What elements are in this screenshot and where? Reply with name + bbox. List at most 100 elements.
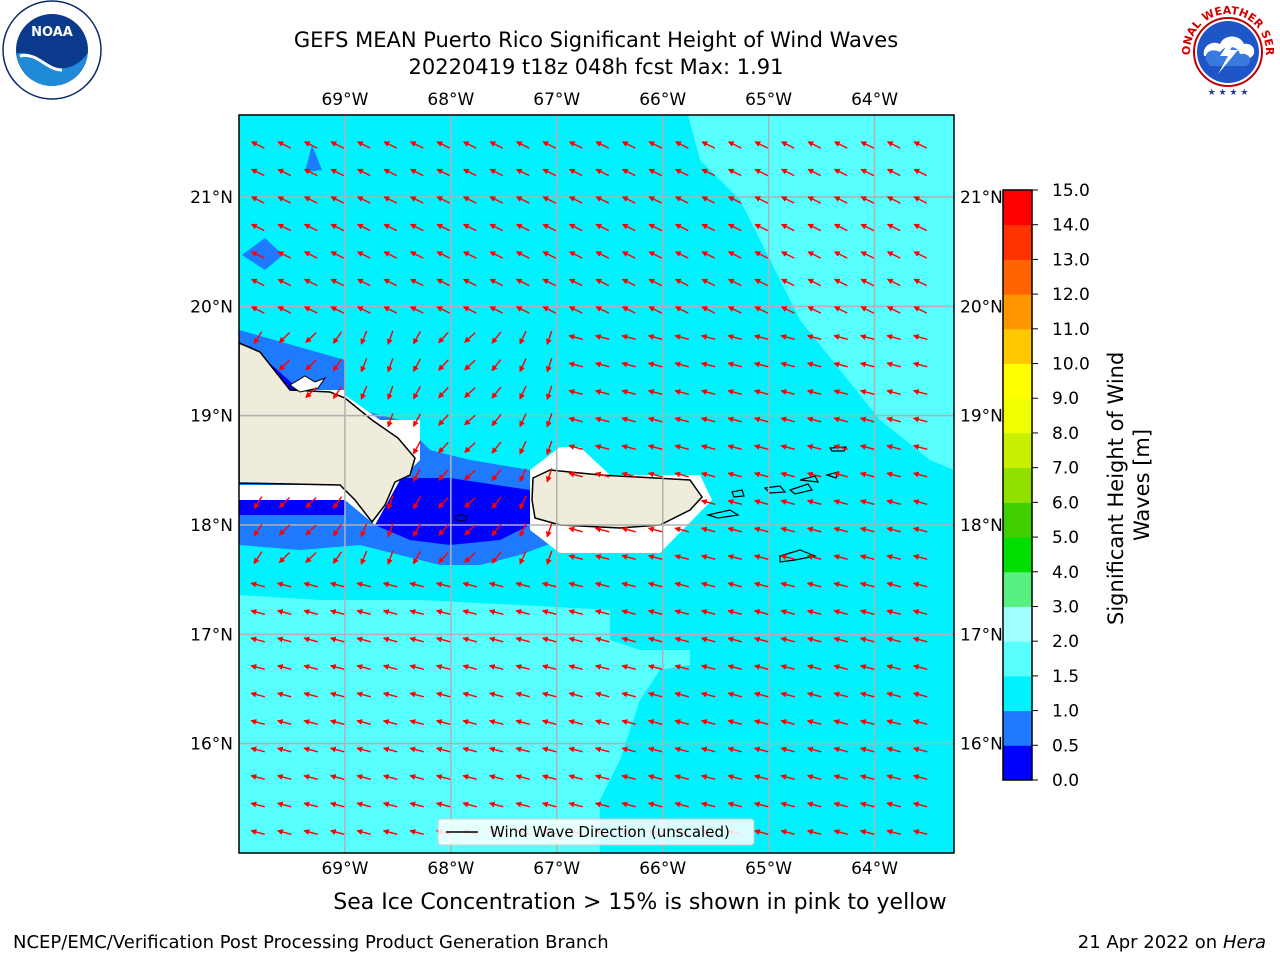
- wave-vector: [462, 223, 477, 232]
- wave-vector: [464, 414, 476, 426]
- wave-vector: [912, 471, 928, 478]
- wave-vector: [594, 719, 610, 725]
- wave-vector: [515, 719, 530, 725]
- colorbar-tick-label: 2.0: [1052, 632, 1079, 652]
- wave-vector: [409, 251, 424, 259]
- wave-vector: [621, 774, 636, 780]
- wave-vector: [568, 168, 583, 177]
- wave-vector: [753, 581, 769, 588]
- colorbar-tick-label: 13.0: [1052, 250, 1090, 270]
- wave-vector: [833, 471, 848, 478]
- wave-vector: [568, 664, 583, 670]
- colorbar-segment: [1003, 363, 1032, 399]
- wave-vector: [488, 636, 504, 643]
- wave-vector: [727, 746, 742, 753]
- wave-vector: [886, 196, 901, 204]
- wave-vector: [387, 413, 394, 428]
- wave-vector: [542, 196, 557, 204]
- wave-vector: [860, 196, 875, 204]
- wave-vector: [519, 413, 527, 428]
- wave-vector: [780, 691, 795, 698]
- wave-vector: [753, 444, 769, 450]
- wave-vector: [648, 223, 663, 232]
- wave-vector: [356, 278, 371, 287]
- wave-vector: [519, 495, 527, 510]
- lon-label: 65°W: [745, 90, 792, 110]
- wave-vector: [515, 168, 530, 177]
- colorbar-segment: [1003, 432, 1032, 469]
- wave-vector: [412, 523, 422, 537]
- wave-vector: [780, 251, 795, 259]
- wave-vector: [356, 691, 371, 698]
- wave-vector: [833, 499, 848, 505]
- wave-vector: [568, 334, 583, 340]
- wave-vector: [278, 332, 290, 344]
- wave-vector: [621, 444, 636, 450]
- wave-vector: [515, 196, 530, 204]
- wave-vector: [409, 141, 424, 149]
- nws-logo: NATIONAL WEATHER SERVICE ★ ★ ★ ★: [1176, 0, 1276, 100]
- wave-vector: [886, 278, 901, 287]
- wave-vector: [546, 385, 553, 401]
- wave-vector: [409, 168, 424, 177]
- wave-vector: [409, 306, 424, 314]
- wave-vector: [621, 526, 636, 533]
- wave-vector: [780, 829, 795, 835]
- wave-vector: [753, 554, 769, 560]
- wave-vector: [276, 609, 292, 615]
- wave-vector: [409, 581, 424, 588]
- wave-vector: [250, 609, 265, 615]
- wave-vector: [330, 278, 345, 287]
- wave-vector: [780, 416, 795, 423]
- wave-vector: [700, 416, 716, 423]
- wave-vector: [568, 141, 583, 149]
- wave-vector: [330, 141, 345, 149]
- wave-vector: [253, 523, 263, 537]
- wave-vector: [674, 223, 689, 232]
- colorbar-segment: [1003, 745, 1032, 781]
- wave-vector: [412, 551, 422, 565]
- wave-vector: [647, 664, 663, 670]
- wave-vector: [491, 524, 502, 537]
- wave-vector: [806, 746, 822, 753]
- wave-vector: [436, 223, 451, 232]
- wave-vector: [542, 251, 557, 259]
- wave-vector: [568, 251, 583, 259]
- wave-vector: [568, 444, 583, 450]
- wave-vector: [356, 829, 371, 835]
- wave-vector: [780, 389, 795, 395]
- wave-vector: [647, 719, 663, 725]
- wave-vector: [754, 141, 769, 149]
- wave-vector: [519, 358, 527, 373]
- wave-vector: [435, 801, 451, 808]
- wave-vector: [329, 774, 345, 780]
- wave-vector: [435, 691, 451, 698]
- wave-vector: [674, 334, 689, 340]
- wave-vector: [912, 829, 928, 835]
- wave-vector: [859, 664, 875, 670]
- wave-vector: [806, 444, 822, 450]
- wave-vector: [912, 581, 928, 588]
- wave-vector: [488, 609, 504, 615]
- wave-vector: [278, 359, 290, 371]
- wave-vector: [276, 719, 292, 725]
- wave-vector: [382, 664, 398, 670]
- wave-vector: [647, 746, 663, 753]
- wave-vector: [780, 334, 795, 340]
- wave-vector: [568, 416, 583, 423]
- wave-vector: [833, 801, 848, 808]
- wave-vector: [409, 691, 424, 698]
- wave-vector: [491, 414, 502, 427]
- wave-vector: [780, 499, 795, 505]
- wave-vector: [462, 609, 477, 615]
- wave-vector: [674, 774, 689, 780]
- wave-vector: [383, 278, 398, 287]
- wave-vector: [621, 664, 636, 670]
- wave-vector: [647, 389, 663, 395]
- wave-vector: [754, 278, 769, 287]
- lat-label: 17°N: [190, 625, 233, 645]
- wave-vector: [780, 223, 795, 232]
- wave-vector: [753, 609, 769, 615]
- wave-vector: [303, 251, 318, 259]
- wave-vector: [595, 168, 610, 177]
